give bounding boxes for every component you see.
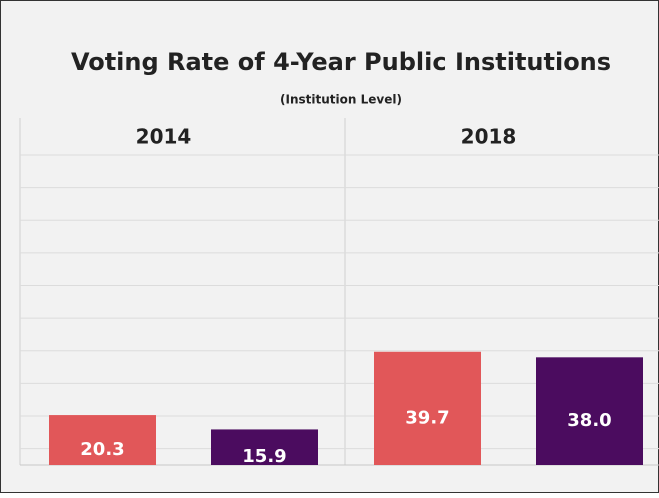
bar	[536, 357, 643, 465]
chart-subtitle: (Institution Level)	[280, 93, 402, 107]
bar	[49, 415, 156, 465]
value-label: 15.9	[242, 446, 286, 467]
facet-label: 2014	[136, 125, 192, 149]
bar	[211, 429, 318, 465]
value-label: 20.3	[80, 439, 124, 460]
value-label: 39.7	[405, 407, 449, 428]
chart-title: Voting Rate of 4-Year Public Institution…	[71, 48, 611, 76]
facet-label: 2018	[461, 125, 517, 149]
bar	[374, 351, 481, 465]
value-label: 38.0	[567, 410, 611, 431]
